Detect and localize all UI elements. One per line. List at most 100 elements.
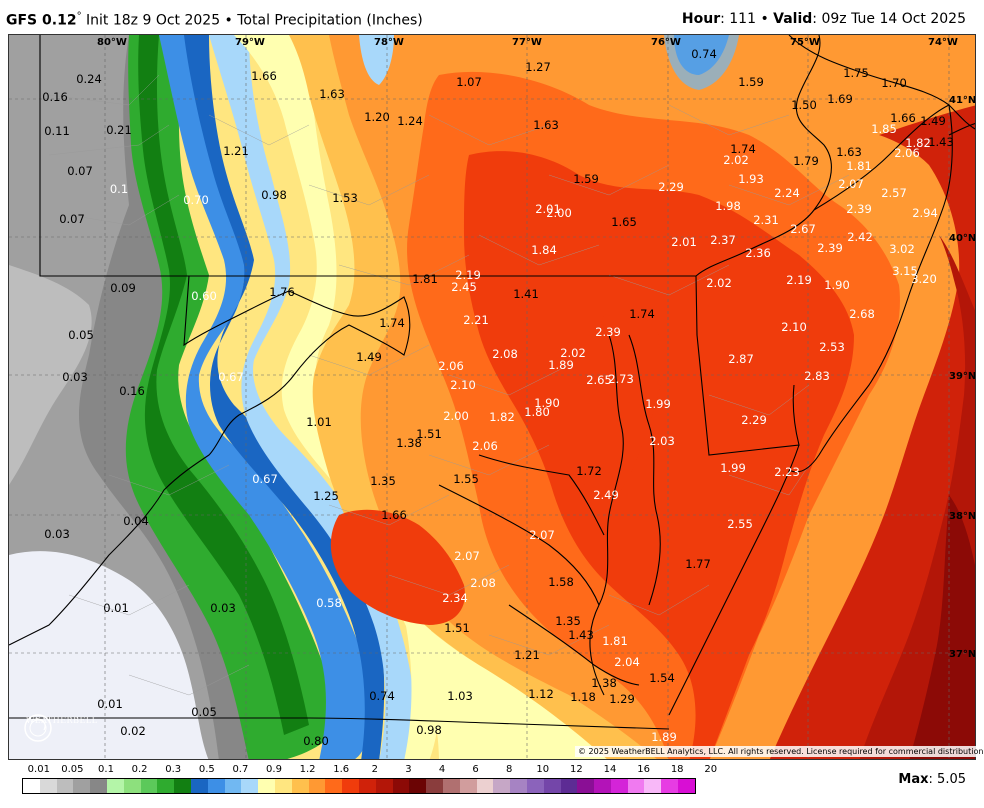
- legend-label: 1.6: [333, 764, 350, 775]
- weatherbell-logo-text: WEATHERBELL: [26, 716, 98, 725]
- legend-swatch: [291, 779, 309, 793]
- precip-value-label: 1.90: [824, 278, 850, 292]
- precip-value-label: 1.85: [871, 122, 897, 136]
- latitude-label: 38°N: [949, 511, 976, 522]
- weatherbell-logo: [18, 706, 108, 750]
- legend-swatch: [190, 779, 208, 793]
- legend-swatch: [39, 779, 57, 793]
- legend-label: 12: [570, 764, 583, 775]
- precip-value-label: 2.06: [472, 439, 498, 453]
- precip-value-label: 2.29: [741, 413, 767, 427]
- legend-swatch: [224, 779, 242, 793]
- hour-label: Hour: [681, 11, 721, 27]
- legend-swatch: [644, 779, 662, 793]
- precip-field-red-bay: [584, 311, 664, 509]
- precip-value-label: 2.19: [455, 268, 481, 282]
- precip-value-label: 2.39: [595, 325, 621, 339]
- precip-value-label: 0.21: [106, 123, 132, 137]
- legend-swatch: [661, 779, 679, 793]
- precip-value-label: 0.16: [119, 384, 145, 398]
- precip-value-label: 1.01: [306, 415, 332, 429]
- precip-value-label: 0.01: [103, 601, 129, 615]
- precip-field-ocean-max: [909, 495, 975, 759]
- precip-value-label: 2.02: [706, 276, 732, 290]
- precip-value-label: 0.02: [120, 724, 146, 738]
- legend-label: 0.1: [98, 764, 114, 775]
- max-number: : 5.05: [928, 772, 966, 787]
- precip-value-label: 2.53: [819, 340, 845, 354]
- precip-value-label: 1.51: [444, 621, 470, 635]
- precip-value-label: 0.1: [110, 182, 128, 196]
- precip-value-label: 1.63: [319, 87, 345, 101]
- precip-value-label: 1.98: [715, 199, 741, 213]
- latitude-label: 39°N: [949, 371, 976, 382]
- legend-swatch: [90, 779, 107, 793]
- precip-value-label: 0.09: [110, 281, 136, 295]
- precip-value-label: 1.82: [905, 136, 931, 150]
- precip-value-label: 0.74: [369, 689, 395, 703]
- precip-value-label: 2.02: [560, 346, 586, 360]
- precip-field-blue-top: [359, 35, 394, 85]
- precip-value-label: 1.25: [313, 489, 339, 503]
- precip-value-label: 0.67: [218, 370, 244, 384]
- precip-value-label: 2.24: [774, 186, 800, 200]
- precip-value-label: 1.51: [416, 427, 442, 441]
- precip-value-label: 1.82: [489, 410, 515, 424]
- precip-value-label: 1.77: [685, 557, 711, 571]
- precip-value-label: 1.49: [356, 350, 382, 364]
- latitude-labels: 41°N 40°N 39°N 38°N 37°N: [949, 95, 976, 660]
- precip-value-label: 2.37: [710, 233, 736, 247]
- map-canvas: 80°W 79°W 78°W 77°W 76°W 75°W 74°W 41°N …: [9, 35, 976, 759]
- max-label-text: Max: [898, 772, 929, 787]
- latitude-label: 40°N: [949, 233, 976, 244]
- legend-label: 10: [536, 764, 550, 775]
- precip-value-label: 1.72: [576, 464, 602, 478]
- precip-value-label: 0.74: [691, 47, 717, 61]
- legend-swatch: [123, 779, 141, 793]
- legend-swatch: [358, 779, 376, 793]
- precip-values: 0.24 0.16 0.11 0.21 0.07 0.1 0.07 0.70 0.09 0.60 0…: [42, 47, 954, 748]
- precip-value-label: 1.74: [730, 142, 756, 156]
- precip-value-label: 1.66: [251, 69, 277, 83]
- precip-value-label: 1.79: [793, 154, 819, 168]
- longitude-label: 78°W: [374, 37, 404, 48]
- precip-value-label: 1.80: [524, 405, 550, 419]
- precip-value-label: 2.39: [817, 241, 843, 255]
- precip-value-label: 1.99: [720, 461, 746, 475]
- legend-label: 2: [371, 764, 378, 775]
- precip-value-label: 0.07: [67, 164, 93, 178]
- legend-label: 0.05: [61, 764, 84, 775]
- precip-field-blue-spot-halo: [664, 35, 739, 90]
- precip-value-label: 2.31: [753, 213, 779, 227]
- legend-label: 20: [704, 764, 718, 775]
- precip-value-label: 0.03: [62, 370, 88, 384]
- legend-label: 3: [405, 764, 412, 775]
- precip-value-label: 2.65: [586, 373, 612, 387]
- legend-swatch: [543, 779, 561, 793]
- map-header: GFS 0.12° Init 18z 9 Oct 2025 • Total Pr…: [0, 0, 984, 34]
- precip-value-label: 2.49: [593, 488, 619, 502]
- precip-value-label: 1.65: [611, 215, 637, 229]
- precip-value-label: 1.27: [525, 60, 551, 74]
- precipitation-map: 80°W 79°W 78°W 77°W 76°W 75°W 74°W 41°N …: [8, 34, 976, 760]
- precip-value-label: 0.98: [261, 188, 287, 202]
- legend-swatch: [241, 779, 259, 793]
- legend-label: 1.2: [299, 764, 316, 775]
- precip-value-label: 2.06: [894, 146, 920, 160]
- precip-value-label: 2.06: [438, 359, 464, 373]
- precip-value-label: 2.08: [492, 347, 518, 361]
- legend-swatch: [426, 779, 443, 793]
- precip-value-label: 0.03: [44, 527, 70, 541]
- legend-swatch: [308, 779, 326, 793]
- precip-value-label: 1.41: [513, 287, 539, 301]
- precip-field-red-sw: [330, 509, 465, 625]
- precip-value-label: 1.03: [447, 689, 473, 703]
- precip-value-label: 2.94: [912, 206, 938, 220]
- max-value: Max: 5.05: [898, 772, 966, 787]
- legend-label: 16: [637, 764, 650, 775]
- legend-label: 0.3: [165, 764, 182, 775]
- precip-value-label: 2.87: [728, 352, 754, 366]
- legend-swatch: [56, 779, 74, 793]
- precip-value-label: 1.43: [568, 628, 594, 642]
- precip-value-label: 2.07: [454, 549, 480, 563]
